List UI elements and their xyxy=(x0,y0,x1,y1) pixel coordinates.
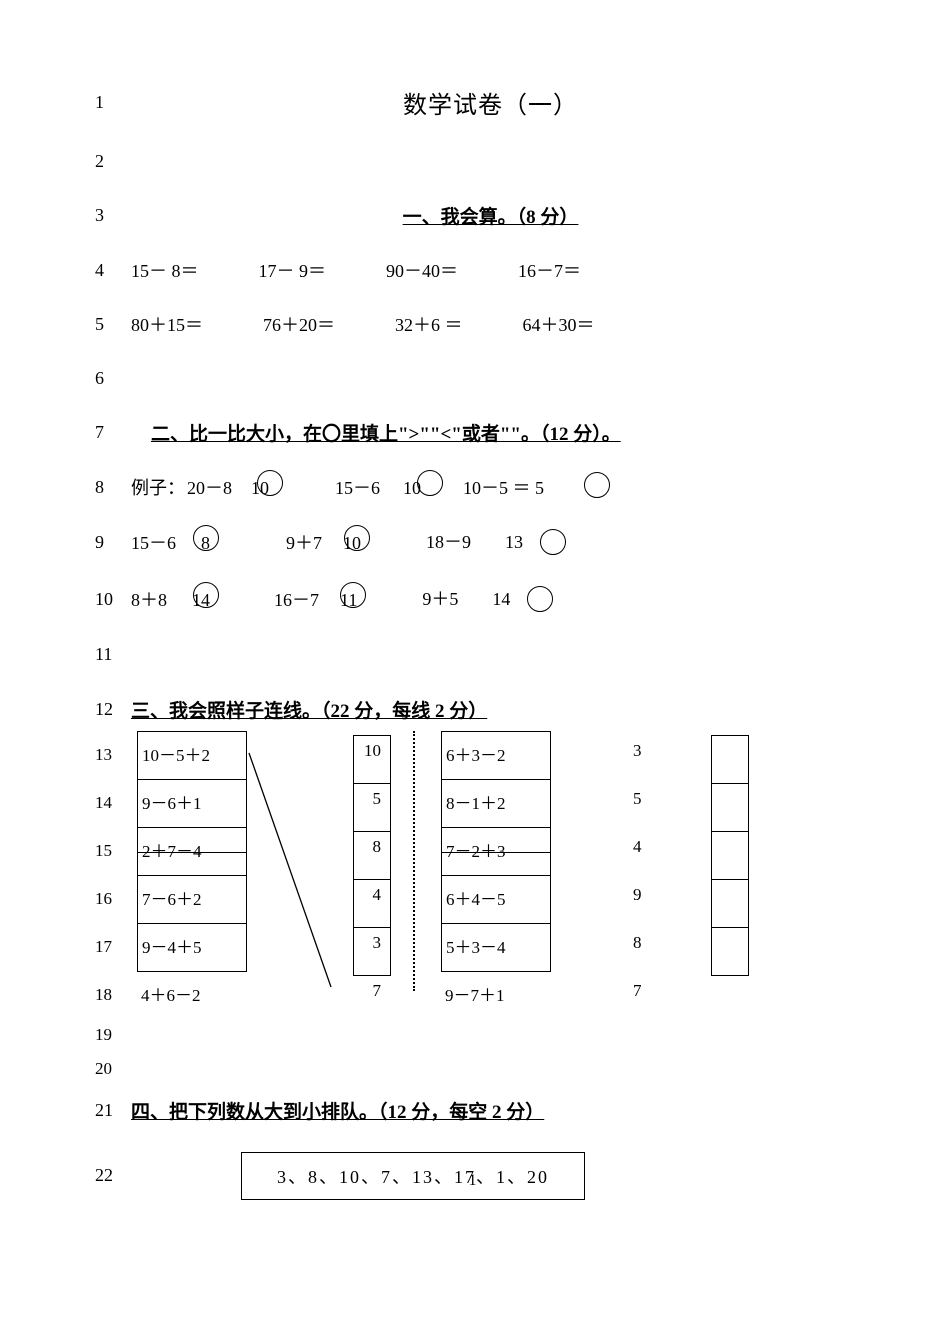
row-4: 4 15－ 8＝ 17－ 9＝ 90－40＝ 16－7＝ xyxy=(95,257,850,283)
line-number: 16 xyxy=(95,871,112,919)
line-number: 19 xyxy=(95,1015,112,1049)
compare-problem: 9＋7 10 xyxy=(286,529,371,555)
arithmetic-problem: 32＋6 ＝ xyxy=(395,311,463,337)
line-number: 13 xyxy=(95,727,112,775)
match-expr: 9－6＋1 xyxy=(138,779,246,827)
compare-problem: 15－6 8 xyxy=(131,529,216,555)
page-number: 1 xyxy=(469,1172,477,1190)
line-number: 6 xyxy=(95,368,131,389)
row-8: 8 例子： 20－8 10 15－6 10 10－5 ＝ 5 xyxy=(95,474,850,500)
match-expr: 7－2＋3 xyxy=(442,827,550,875)
match-left-empty-boxes xyxy=(353,731,391,976)
match-num: 3 xyxy=(629,727,679,775)
arithmetic-row: 80＋15＝ 76＋20＝ 32＋6 ＝ 64＋30＝ xyxy=(131,311,850,337)
line-number: 12 xyxy=(95,699,131,720)
line-number: 20 xyxy=(95,1049,112,1083)
line-number: 2 xyxy=(95,151,131,172)
match-expr: 9－4＋5 xyxy=(138,923,246,971)
line-number: 7 xyxy=(95,422,131,443)
line-number: 17 xyxy=(95,919,112,967)
row-11: 11 xyxy=(95,642,850,668)
row-10: 10 8＋8 14 16－7 11 9＋5 14 xyxy=(95,585,850,614)
arithmetic-problem: 15－ 8＝ xyxy=(131,257,199,283)
match-expr: 4＋6－2 xyxy=(137,972,247,1020)
page: 1 数学试卷（一） 2 3 一、我会算。（8 分） 4 15－ 8＝ 17－ 9… xyxy=(0,0,945,1200)
row-21: 21 四、把下列数从大到小排队。（12 分，每空 2 分） xyxy=(95,1097,850,1124)
section-3-heading: 三、我会照样子连线。（22 分，每线 2 分） xyxy=(131,701,487,722)
line-number: 22 xyxy=(95,1165,131,1186)
compare-problem: 18－9 13 xyxy=(426,528,566,557)
line-number: 8 xyxy=(95,477,131,498)
match-expr: 9－7＋1 xyxy=(441,972,551,1020)
row-3: 3 一、我会算。（8 分） xyxy=(95,202,850,229)
match-num: 8 xyxy=(629,919,679,967)
line-number: 9 xyxy=(95,532,131,553)
line-number: 4 xyxy=(95,260,131,281)
arithmetic-problem: 76＋20＝ xyxy=(263,311,335,337)
match-expr: 8－1＋2 xyxy=(442,779,550,827)
match-num: 9 xyxy=(629,871,679,919)
section-2-heading: 二、比一比大小，在〇里填上">""<"或者""。（12 分）。 xyxy=(151,424,621,445)
row-2: 2 xyxy=(95,148,850,174)
line-number: 21 xyxy=(95,1100,131,1121)
circle-blank[interactable] xyxy=(527,586,553,612)
circle-blank[interactable] xyxy=(540,529,566,555)
example-label: 例子： xyxy=(131,474,185,500)
match-right-expressions: 6＋3－2 8－1＋2 7－2＋3 6＋4－5 5＋3－4 9－7＋1 xyxy=(441,727,551,1020)
compare-problem: 15－6 10 xyxy=(335,474,435,500)
match-left-expressions: 10－5＋2 9－6＋1 2＋7－4 7－6＋2 9－4＋5 4＋6－2 xyxy=(137,727,247,1020)
row-1: 1 数学试卷（一） xyxy=(95,85,850,120)
dotted-divider xyxy=(413,731,415,991)
compare-problem: 20－8 10 xyxy=(187,474,287,500)
compare-problem: 9＋5 14 xyxy=(422,585,553,614)
arithmetic-problem: 16－7＝ xyxy=(518,257,581,283)
match-expr: 2＋7－4 xyxy=(138,827,246,875)
compare-problem: 16－7 11 xyxy=(274,586,367,612)
arithmetic-problem: 17－ 9＝ xyxy=(259,257,327,283)
match-num: 7 xyxy=(629,967,679,1015)
match-num: 5 xyxy=(629,775,679,823)
match-expr: 5＋3－4 xyxy=(442,923,550,971)
line-number: 18 xyxy=(95,967,112,1015)
match-expr: 7－6＋2 xyxy=(138,875,246,923)
row-9: 9 15－6 8 9＋7 10 18－9 13 xyxy=(95,528,850,557)
line-number: 3 xyxy=(95,205,131,226)
arithmetic-problem: 80＋15＝ xyxy=(131,311,203,337)
compare-problem: 8＋8 14 xyxy=(131,586,216,612)
number-list-box: 3、8、10、7、13、17、1、20 xyxy=(241,1152,585,1200)
circle-blank[interactable] xyxy=(584,472,610,498)
match-num: 4 xyxy=(629,823,679,871)
line-number: 11 xyxy=(95,644,131,665)
row-12: 12 三、我会照样子连线。（22 分，每线 2 分） xyxy=(95,696,850,723)
match-right-numbers: 3 5 4 9 8 7 xyxy=(629,727,679,1015)
matching-exercise: 13 14 15 16 17 18 19 20 10－5＋2 9－6＋1 2＋7… xyxy=(131,727,850,1097)
line-number: 14 xyxy=(95,775,112,823)
match-right-empty-boxes xyxy=(711,731,749,976)
line-number: 15 xyxy=(95,823,112,871)
row-5: 5 80＋15＝ 76＋20＝ 32＋6 ＝ 64＋30＝ xyxy=(95,311,850,337)
row-6: 6 xyxy=(95,365,850,391)
match-expr: 10－5＋2 xyxy=(138,731,246,779)
compare-problem: 10－5 ＝ 5 xyxy=(463,474,544,500)
row-7: 7 二、比一比大小，在〇里填上">""<"或者""。（12 分）。 xyxy=(95,419,850,446)
page-title: 数学试卷（一） xyxy=(131,85,850,120)
line-number: 1 xyxy=(95,92,131,113)
section-1-heading: 一、我会算。（8 分） xyxy=(403,207,579,228)
line-number: 5 xyxy=(95,314,131,335)
line-number: 10 xyxy=(95,589,131,610)
section-4-heading: 四、把下列数从大到小排队。（12 分，每空 2 分） xyxy=(131,1102,544,1123)
match-expr: 6＋3－2 xyxy=(442,731,550,779)
arithmetic-row: 15－ 8＝ 17－ 9＝ 90－40＝ 16－7＝ xyxy=(131,257,850,283)
arithmetic-problem: 90－40＝ xyxy=(386,257,458,283)
arithmetic-problem: 64＋30＝ xyxy=(523,311,595,337)
match-expr: 6＋4－5 xyxy=(442,875,550,923)
